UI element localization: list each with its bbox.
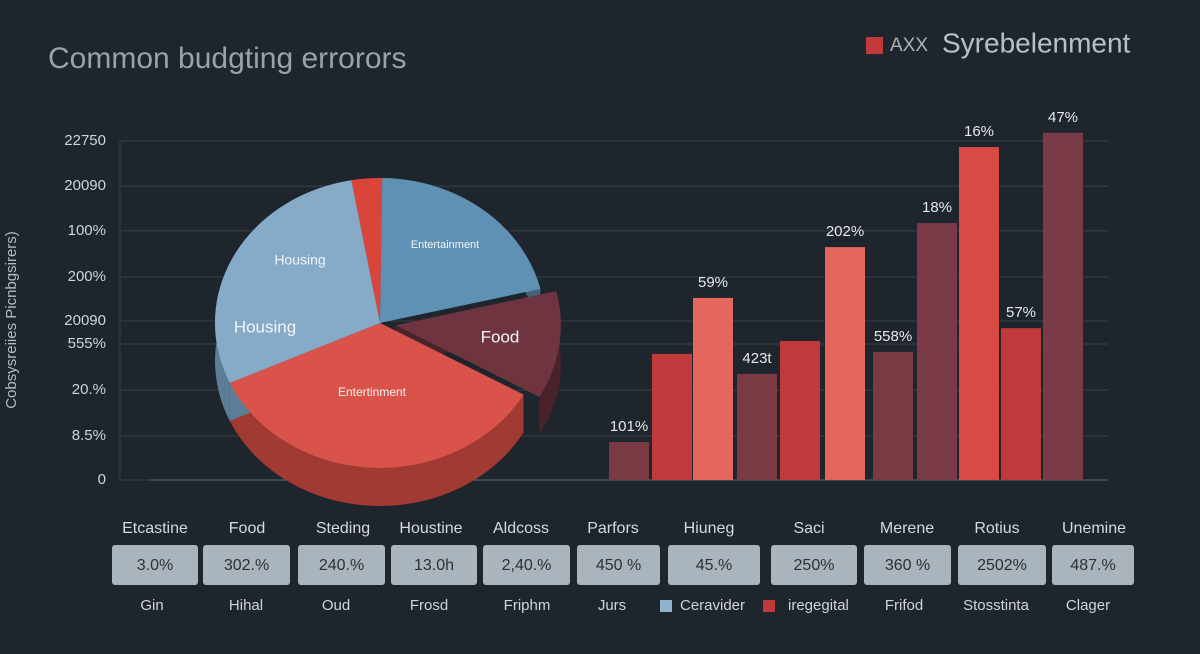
bar: [737, 373, 777, 480]
table-header: Unemine: [1062, 520, 1126, 537]
table-value: 3.0%: [137, 557, 173, 574]
legend-swatch: [660, 600, 672, 612]
bar: [959, 147, 999, 481]
bar-annotation: 101%: [610, 418, 648, 435]
table-header: Merene: [880, 520, 934, 537]
bar-annotation: 423t: [742, 350, 772, 367]
pie-slice-side: [229, 382, 524, 506]
pie-slice-side: [539, 291, 561, 435]
pie-label: Housing: [234, 317, 296, 336]
legend-title: Syrebelenment: [942, 27, 1131, 58]
table-header: Parfors: [587, 520, 639, 537]
y-axis-label: Cobsysreiies Picnbgsirers): [3, 231, 20, 409]
y-tick-label: 20090: [64, 312, 106, 329]
pie-slice: [215, 180, 380, 383]
pie-label: Entertinment: [338, 385, 407, 399]
bar: [693, 297, 733, 480]
table-footer: Gin: [140, 597, 163, 614]
table-cell: [112, 545, 198, 585]
table-value: 2,40.%: [502, 557, 552, 574]
table-header: Rotius: [974, 520, 1019, 537]
bar-annotation: 47%: [1048, 109, 1078, 126]
y-tick-label: 0: [98, 471, 106, 488]
table-cell: [577, 545, 660, 585]
pie-slice: [229, 323, 524, 468]
bar-annotation: 18%: [922, 199, 952, 216]
pie-slice: [380, 178, 541, 323]
pie-slice: [351, 178, 383, 323]
bar: [1001, 328, 1041, 480]
table-value: 360 %: [885, 557, 930, 574]
table-cell: [391, 545, 477, 585]
table-cell: [1052, 545, 1134, 585]
bar: [780, 341, 820, 480]
bar: [1043, 132, 1083, 480]
bar-annotation: 59%: [698, 274, 728, 291]
legend-label: Ceravider: [680, 597, 745, 614]
table-value: 250%: [794, 557, 835, 574]
legend-swatch: [866, 37, 883, 54]
y-tick-label: 100%: [68, 222, 106, 239]
table-value: 2502%: [977, 557, 1027, 574]
table-header: Saci: [793, 520, 824, 537]
table-header: Food: [229, 520, 265, 537]
pie-label: Entertainment: [411, 239, 479, 251]
table-value: 302.%: [224, 557, 269, 574]
table-value: 13.0h: [414, 557, 454, 574]
bar-annotation: 57%: [1006, 304, 1036, 321]
table-cell: [864, 545, 951, 585]
table-header: Hiuneg: [684, 520, 735, 537]
chart-title: Common budgting errorors: [48, 42, 407, 75]
y-tick-label: 22750: [64, 132, 106, 149]
table-footer: Clager: [1066, 597, 1110, 614]
y-tick-label: 8.5%: [72, 427, 106, 444]
bar-annotation: 202%: [826, 223, 864, 240]
bar: [609, 442, 649, 480]
pie-annotation: Housing: [274, 252, 325, 268]
bar: [652, 353, 692, 480]
table-cell: [203, 545, 290, 585]
table-value: 240.%: [319, 557, 364, 574]
y-tick-label: 555%: [68, 335, 106, 352]
table-cell: [771, 545, 857, 585]
bar: [917, 223, 957, 480]
table-header: Steding: [316, 520, 370, 537]
table-footer: Frifod: [885, 597, 923, 614]
table-value: 45.%: [696, 557, 732, 574]
table-cell: [483, 545, 570, 585]
table-header: Etcastine: [122, 520, 188, 537]
bar: [873, 351, 913, 480]
y-tick-label: 200%: [68, 268, 106, 285]
y-tick-label: 20090: [64, 177, 106, 194]
table-cell: [298, 545, 385, 585]
pie-slice: [395, 291, 561, 397]
bar: [825, 247, 865, 480]
legend-swatch: [763, 600, 775, 612]
pie-label: Food: [481, 327, 520, 346]
table-cell: [668, 545, 760, 585]
table-header: Houstine: [399, 520, 462, 537]
legend-label: AXX: [890, 35, 928, 56]
legend-label: iregegital: [788, 597, 849, 614]
table-header: Aldcoss: [493, 520, 549, 537]
table-footer: Stosstinta: [963, 597, 1030, 614]
table-footer: Hihal: [229, 597, 263, 614]
bar-annotation: 558%: [874, 328, 912, 345]
table-value: 487.%: [1070, 557, 1115, 574]
table-footer: Jurs: [598, 597, 626, 614]
table-value: 450 %: [596, 557, 641, 574]
table-footer: Frosd: [410, 597, 448, 614]
table-cell: [958, 545, 1046, 585]
y-tick-label: 20.%: [72, 381, 106, 398]
table-footer: Oud: [322, 597, 350, 614]
bar-annotation: 16%: [964, 123, 994, 140]
table-footer: Friphm: [504, 597, 551, 614]
